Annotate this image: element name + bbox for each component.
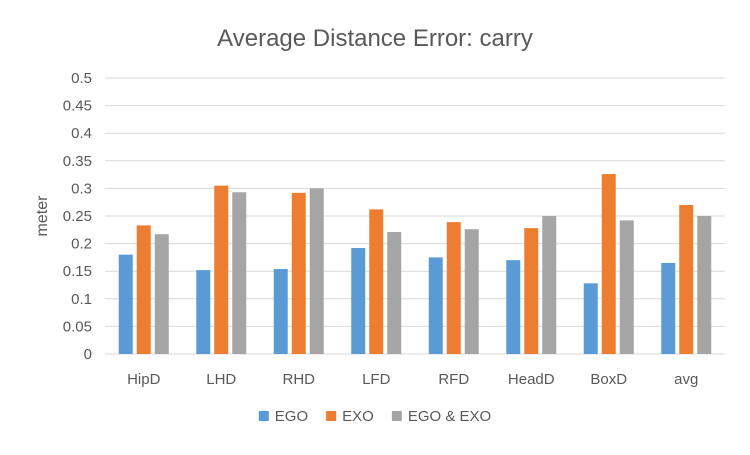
y-tick-label: 0.2 xyxy=(71,236,92,253)
x-tick-label: RFD xyxy=(438,371,469,388)
x-tick-label: LHD xyxy=(206,371,236,388)
bar-ego-lfd xyxy=(351,248,366,354)
y-tick-label: 0.1 xyxy=(71,291,92,308)
legend-swatch xyxy=(326,411,337,421)
legend-label: EGO xyxy=(275,408,308,425)
bar-ego-boxd xyxy=(583,283,598,354)
bar-ego-exo-boxd xyxy=(619,220,634,354)
x-tick-label: avg xyxy=(674,371,698,388)
bar-ego-exo-rfd xyxy=(464,229,479,354)
bar-ego-exo-avg xyxy=(697,216,712,354)
x-tick-label: LFD xyxy=(362,371,391,388)
y-tick-label: 0.5 xyxy=(71,70,92,87)
legend-label: EGO & EXO xyxy=(408,408,491,425)
x-tick-label: HeadD xyxy=(508,371,555,388)
x-tick-label: RHD xyxy=(283,371,316,388)
legend: EGO EXO EGO & EXO xyxy=(258,408,491,425)
bar-ego-hipd xyxy=(118,254,133,354)
y-tick-label: 0.4 xyxy=(71,125,92,142)
y-tick-label: 0.35 xyxy=(63,153,92,170)
legend-swatch xyxy=(391,411,402,421)
y-tick-label: 0.25 xyxy=(63,208,92,225)
bar-ego-exo-lhd xyxy=(232,192,247,354)
bar-exo-rhd xyxy=(291,192,306,354)
x-tick-label: HipD xyxy=(127,371,161,388)
y-tick-label: 0 xyxy=(84,346,92,363)
bar-exo-headd xyxy=(524,228,539,354)
legend-label: EXO xyxy=(342,408,374,425)
legend-swatch xyxy=(258,411,269,421)
bar-exo-lhd xyxy=(214,185,229,354)
y-axis-label: meter xyxy=(34,195,51,237)
x-axis-ticks: HipD LHD RHD LFD RFD HeadD BoxD avg xyxy=(127,371,698,388)
y-tick-label: 0.05 xyxy=(63,318,92,335)
bar-exo-hipd xyxy=(136,225,151,354)
bar-exo-avg xyxy=(679,204,694,354)
bars-group xyxy=(118,174,712,354)
bar-ego-rfd xyxy=(428,257,443,354)
bar-ego-exo-rhd xyxy=(309,188,324,354)
y-axis-ticks: 0 0.05 0.1 0.15 0.2 0.25 0.3 0.35 0.4 0.45 0.5 xyxy=(63,70,92,363)
bar-ego-headd xyxy=(506,260,521,354)
bar-exo-lfd xyxy=(369,209,384,354)
bar-ego-exo-headd xyxy=(542,216,557,354)
bar-ego-exo-hipd xyxy=(154,234,169,354)
y-tick-label: 0.15 xyxy=(63,263,92,280)
bar-ego-rhd xyxy=(273,268,288,354)
y-tick-label: 0.3 xyxy=(71,180,92,197)
bar-ego-avg xyxy=(661,262,676,354)
bar-exo-rfd xyxy=(446,222,461,354)
x-tick-label: BoxD xyxy=(590,371,627,388)
bar-ego-lhd xyxy=(196,270,211,354)
bar-ego-exo-lfd xyxy=(387,232,402,354)
y-tick-label: 0.45 xyxy=(63,98,92,115)
chart-title: Average Distance Error: carry xyxy=(217,25,533,52)
bar-exo-boxd xyxy=(601,174,616,354)
